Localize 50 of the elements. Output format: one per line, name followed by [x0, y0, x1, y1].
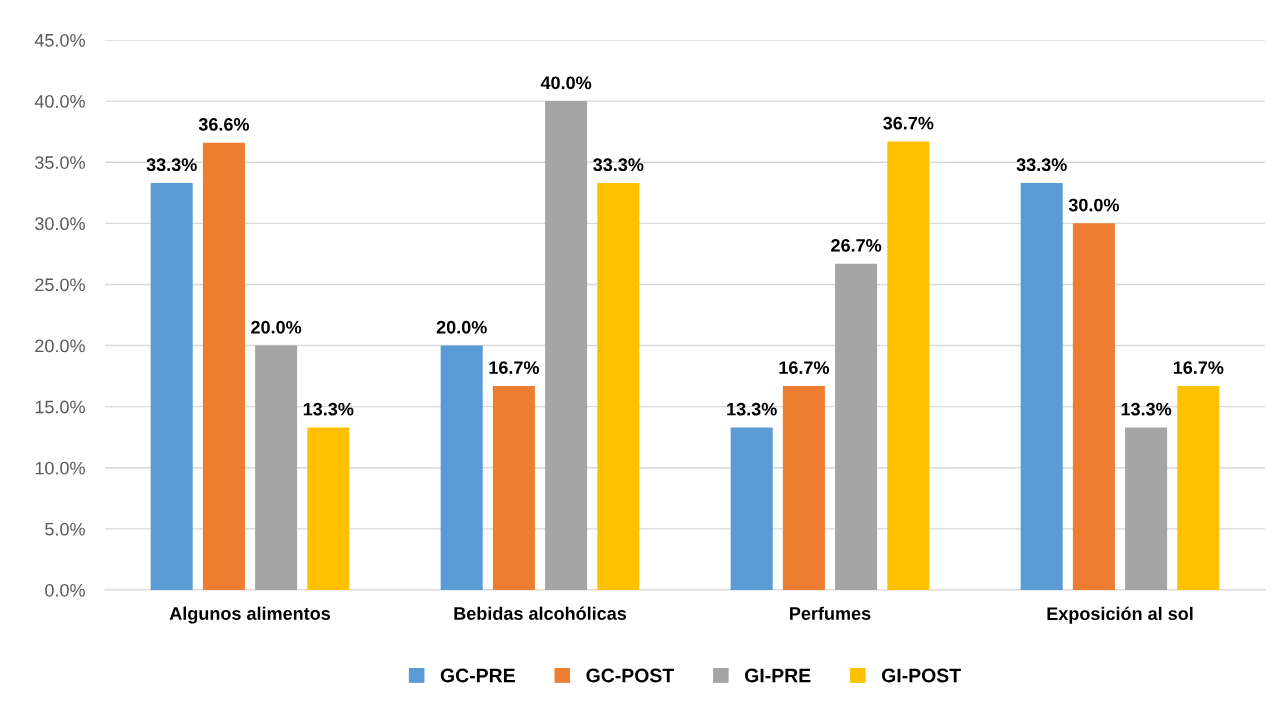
bar — [150, 183, 193, 590]
y-tick-label: 15.0% — [35, 400, 85, 414]
y-tick-label: 30.0% — [35, 217, 85, 231]
bar — [1177, 385, 1220, 590]
bar — [492, 385, 535, 590]
bar — [730, 427, 773, 590]
data-label: 40.0% — [540, 76, 592, 90]
bar — [255, 345, 298, 590]
data-label: 33.3% — [1016, 158, 1067, 172]
y-tick-label: 35.0% — [35, 156, 85, 169]
x-tick-label: Bebidas alcohólicas — [454, 606, 627, 620]
bar — [440, 345, 483, 590]
y-tick-label: 0.0% — [45, 583, 85, 597]
data-label: 26.7% — [831, 238, 882, 252]
data-label: 33.3% — [146, 158, 197, 172]
data-label: 13.3% — [303, 402, 354, 416]
data-label: 33.3% — [593, 158, 644, 172]
y-tick-label: 20.0% — [35, 339, 85, 353]
legend-label: GC-PRE — [440, 668, 515, 683]
legend-label: GI-PRE — [745, 668, 811, 683]
legend-label: GI-POST — [881, 668, 961, 683]
data-label: 30.0% — [1068, 198, 1120, 212]
data-label: 16.7% — [489, 361, 540, 374]
data-label: 20.0% — [251, 320, 302, 334]
x-tick-label: Algunos alimentos — [169, 606, 331, 624]
y-tick-label: 40.0% — [34, 95, 85, 108]
data-label: 16.7% — [1173, 361, 1224, 374]
bar — [202, 142, 245, 590]
bar — [597, 183, 640, 590]
bar — [1125, 427, 1168, 590]
y-tick-label: 45.0% — [34, 33, 85, 47]
bar — [1020, 183, 1063, 590]
x-tick-label: Perfumes — [790, 606, 871, 620]
y-tick-label: 25.0% — [35, 278, 85, 292]
x-tick-label: Exposición al sol — [1047, 606, 1193, 624]
bar — [545, 101, 588, 590]
bar — [307, 427, 350, 590]
legend-label: GC-POST — [586, 668, 674, 683]
data-label: 16.7% — [779, 361, 830, 374]
data-label: 13.3% — [727, 402, 777, 416]
data-label: 36.6% — [198, 117, 250, 131]
bar — [835, 263, 878, 590]
y-tick-label: 10.0% — [35, 461, 85, 475]
bar — [782, 385, 825, 590]
bar — [887, 141, 930, 590]
data-label: 13.3% — [1121, 402, 1172, 416]
bar — [1072, 223, 1115, 590]
y-tick-label: 5.0% — [45, 522, 85, 536]
data-label: 36.7% — [883, 116, 934, 130]
data-label: 20.0% — [436, 320, 487, 334]
